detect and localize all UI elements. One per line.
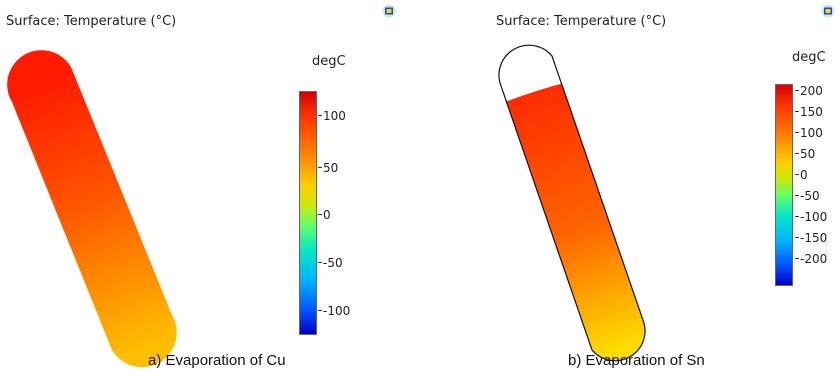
temperature-surface-cu [7,50,177,368]
plot-panel-sn: Surface: Temperature (°C) degC 200 150 1… [420,0,840,382]
colorbar-tick: -150 [794,231,828,245]
view-icon[interactable] [821,4,835,18]
colorbar-tick: 100 [795,126,823,140]
colorbar-tick: 150 [795,105,823,119]
colorbar-tick: 0 [318,208,331,222]
colorbar-tick: 100 [318,109,346,123]
evaporation-tube-sn [498,44,646,362]
plot-title: Surface: Temperature (°C) [496,14,667,29]
temperature-surface-sn [498,44,646,362]
view-icon[interactable] [382,4,396,18]
plot-title: Surface: Temperature (°C) [6,14,177,29]
colorbar-tick: 50 [794,147,816,161]
figure-caption: a) Evaporation of Cu [148,352,286,369]
colorbar-unit: degC [312,54,346,69]
colorbar-tick: 0 [795,168,808,182]
colorbar-tick: -200 [794,252,828,266]
colorbar-tick: -50 [795,189,820,203]
figure-caption: b) Evaporation of Sn [568,352,705,369]
colorbar-tick: -100 [317,304,351,318]
evaporation-tube-cu [7,50,177,368]
melt-region-sn [498,82,646,361]
colorbar [299,91,317,335]
colorbar-tick: 50 [317,161,339,175]
colorbar [775,84,793,286]
colorbar-tick: -100 [794,210,828,224]
plot-panel-cu: Surface: Temperature (°C) degC 100 50 0 … [6,4,396,369]
colorbar-tick: -50 [318,256,343,270]
colorbar-tick: 200 [795,84,823,98]
colorbar-unit: degC [792,50,826,65]
